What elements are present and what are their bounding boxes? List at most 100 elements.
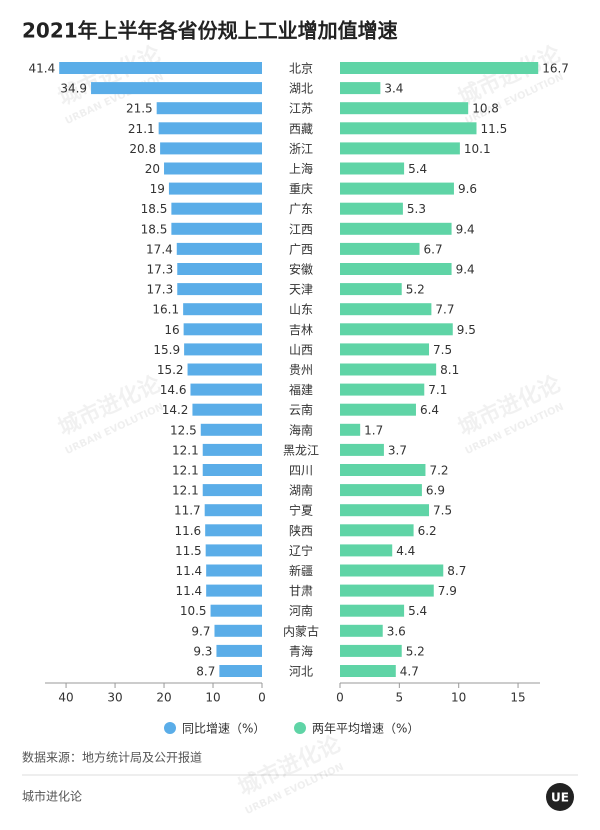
category-label: 北京	[289, 62, 313, 76]
value-label: 5.4	[408, 604, 427, 618]
bar	[158, 122, 262, 135]
value-label: 11.4	[175, 564, 202, 578]
category-label: 湖南	[289, 483, 313, 498]
bar	[340, 524, 414, 537]
category-label: 广东	[289, 202, 313, 216]
value-label: 15.9	[153, 343, 180, 357]
value-label: 7.5	[433, 343, 452, 357]
bar	[156, 102, 262, 115]
legend-marker	[164, 722, 176, 734]
bar	[160, 142, 262, 155]
value-label: 9.7	[191, 624, 210, 638]
value-label: 8.7	[447, 564, 466, 578]
x-tick-label: 5	[396, 691, 404, 705]
legend-label: 两年平均增速（%）	[312, 722, 419, 736]
bar	[176, 242, 262, 255]
x-tick-label: 0	[336, 691, 344, 705]
x-tick-label: 20	[156, 691, 171, 705]
x-tick-label: 15	[510, 691, 525, 705]
value-label: 5.4	[408, 162, 427, 176]
value-label: 4.4	[396, 544, 415, 558]
category-label: 福建	[289, 382, 313, 397]
value-label: 11.7	[174, 504, 201, 518]
value-label: 8.1	[440, 363, 459, 377]
source: 数据来源：地方统计局及公开报道	[22, 750, 202, 765]
category-label: 山西	[289, 343, 313, 357]
x-tick-label: 10	[205, 691, 220, 705]
value-label: 12.1	[172, 464, 199, 478]
bar	[202, 443, 262, 456]
bar	[340, 303, 432, 316]
category-label: 黑龙江	[283, 443, 319, 457]
bar	[183, 323, 262, 336]
value-label: 9.6	[458, 182, 477, 196]
bar	[192, 403, 262, 416]
value-label: 10.5	[180, 604, 207, 618]
value-label: 5.3	[407, 202, 426, 216]
value-label: 7.7	[435, 303, 454, 317]
value-label: 3.6	[387, 624, 406, 638]
bar	[340, 564, 444, 577]
bar	[183, 303, 262, 316]
category-label: 广西	[289, 242, 313, 256]
bar	[177, 263, 262, 275]
chart-title: 2021年上半年各省份规上工业增加值增速	[22, 19, 398, 43]
bar	[202, 484, 262, 497]
category-label: 山东	[289, 303, 313, 317]
category-label: 贵州	[289, 363, 313, 377]
bar	[340, 604, 405, 617]
bar	[340, 504, 430, 517]
value-label: 5.2	[406, 644, 425, 658]
bar	[340, 202, 403, 215]
category-label: 辽宁	[289, 543, 313, 558]
bar	[168, 182, 262, 195]
bar	[340, 403, 416, 416]
bar	[340, 263, 452, 275]
bar	[340, 363, 437, 376]
value-label: 14.2	[162, 403, 189, 417]
value-label: 21.5	[126, 102, 153, 116]
value-label: 20.8	[129, 142, 156, 156]
value-label: 34.9	[60, 82, 87, 96]
bar	[190, 383, 262, 396]
bar	[205, 544, 262, 557]
bar	[340, 122, 477, 135]
value-label: 18.5	[141, 222, 168, 236]
x-tick-label: 0	[258, 691, 266, 705]
category-label: 西藏	[289, 122, 313, 136]
bar	[202, 464, 262, 476]
x-tick-label: 30	[107, 691, 122, 705]
value-label: 3.7	[388, 443, 407, 457]
bar	[340, 544, 393, 557]
value-label: 9.4	[456, 263, 475, 277]
category-label: 海南	[289, 422, 313, 437]
bar	[340, 464, 426, 476]
category-label: 陕西	[289, 523, 313, 538]
x-tick-label: 10	[451, 691, 466, 705]
logo-badge	[546, 783, 574, 811]
value-label: 7.5	[433, 504, 452, 518]
value-label: 6.4	[420, 403, 439, 417]
bar	[340, 423, 361, 436]
bar	[340, 343, 430, 356]
category-label: 上海	[289, 161, 313, 176]
value-label: 18.5	[141, 202, 168, 216]
category-label: 新疆	[289, 563, 313, 578]
bar	[177, 283, 262, 296]
bar	[187, 363, 262, 376]
value-label: 11.4	[175, 584, 202, 598]
bar	[204, 504, 262, 517]
bar	[214, 624, 262, 637]
category-label: 内蒙古	[283, 623, 319, 638]
legend-marker	[294, 722, 306, 734]
bar	[171, 222, 262, 235]
bar	[340, 383, 425, 396]
category-label: 云南	[289, 402, 313, 417]
bar	[340, 443, 384, 456]
value-label: 4.7	[400, 665, 419, 679]
bar	[340, 644, 402, 657]
value-label: 8.7	[196, 665, 215, 679]
logo: UE	[551, 791, 569, 805]
value-label: 5.2	[406, 283, 425, 297]
